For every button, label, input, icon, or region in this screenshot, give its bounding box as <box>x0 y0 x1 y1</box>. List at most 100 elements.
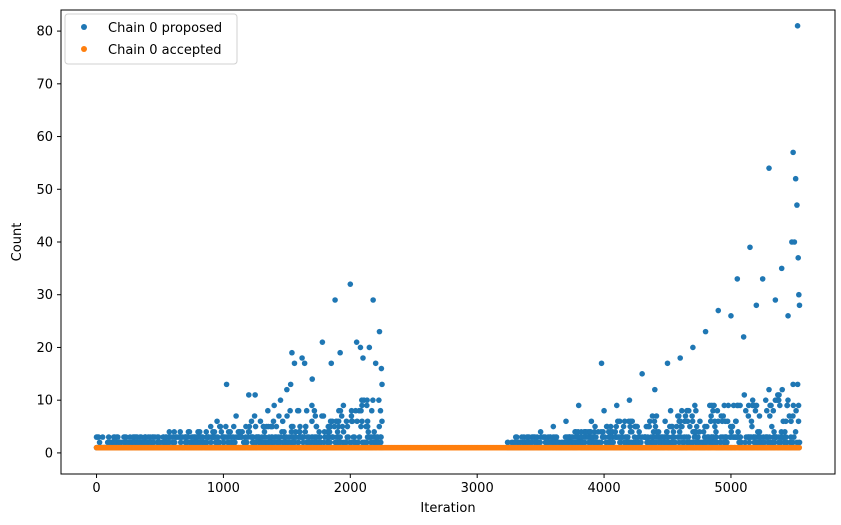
proposed-point <box>309 402 315 409</box>
legend-label-accepted: Chain 0 accepted <box>108 43 222 58</box>
proposed-point <box>639 371 645 377</box>
proposed-point <box>214 434 221 440</box>
proposed-point <box>779 386 786 393</box>
proposed-point <box>693 423 700 430</box>
proposed-point <box>351 434 358 440</box>
proposed-point <box>328 360 335 367</box>
proposed-point <box>629 429 635 435</box>
proposed-point <box>171 439 178 446</box>
proposed-point <box>710 407 716 414</box>
proposed-point <box>376 397 382 403</box>
proposed-point <box>745 413 752 419</box>
proposed-point <box>790 413 796 419</box>
proposed-point <box>513 434 520 440</box>
proposed-point <box>629 418 636 425</box>
proposed-point <box>713 429 719 435</box>
proposed-point <box>689 418 696 425</box>
proposed-point <box>157 439 163 446</box>
proposed-point <box>733 418 739 425</box>
proposed-point <box>592 423 598 430</box>
proposed-point <box>248 418 255 425</box>
proposed-point <box>348 413 355 419</box>
proposed-point <box>287 407 293 414</box>
x-axis-label: Iteration <box>420 501 475 516</box>
proposed-point <box>677 418 684 425</box>
proposed-point <box>753 402 760 409</box>
proposed-point <box>652 423 659 430</box>
proposed-point <box>223 381 230 388</box>
proposed-point <box>343 418 350 425</box>
proposed-point <box>171 429 178 435</box>
proposed-point <box>712 423 718 430</box>
proposed-point <box>697 418 703 425</box>
y-tick-label: 20 <box>36 341 53 356</box>
proposed-point <box>319 339 326 345</box>
proposed-point <box>621 418 628 425</box>
proposed-point <box>785 313 791 319</box>
proposed-point <box>776 392 782 398</box>
proposed-point <box>676 429 683 435</box>
proposed-point <box>669 423 676 430</box>
proposed-point <box>370 397 376 403</box>
proposed-point <box>357 344 364 351</box>
proposed-point <box>169 434 176 440</box>
proposed-point <box>363 439 370 446</box>
proposed-point <box>366 344 373 351</box>
proposed-point <box>207 423 214 430</box>
proposed-point <box>220 439 227 446</box>
proposed-point <box>339 423 346 430</box>
proposed-point <box>296 429 303 435</box>
proposed-point <box>737 434 743 440</box>
proposed-point <box>327 439 333 446</box>
proposed-point <box>309 376 316 382</box>
proposed-point <box>288 429 295 435</box>
proposed-point <box>793 407 799 414</box>
proposed-point <box>270 418 277 425</box>
proposed-point <box>626 397 633 403</box>
accepted-series <box>93 444 803 451</box>
proposed-point <box>735 429 741 435</box>
proposed-point <box>312 413 319 419</box>
proposed-point <box>616 418 623 425</box>
proposed-point <box>679 423 685 430</box>
proposed-point <box>770 407 777 414</box>
proposed-point <box>364 402 370 409</box>
proposed-point <box>365 429 372 435</box>
proposed-point <box>768 402 774 409</box>
y-tick-label: 80 <box>36 25 53 40</box>
proposed-point <box>685 434 692 440</box>
proposed-point <box>340 402 347 409</box>
proposed-point <box>177 429 184 435</box>
proposed-point <box>766 386 772 393</box>
proposed-point <box>785 397 791 403</box>
proposed-point <box>795 402 802 409</box>
proposed-point <box>358 407 364 414</box>
proposed-point <box>284 413 290 419</box>
proposed-point <box>553 434 560 440</box>
proposed-point <box>575 402 582 409</box>
proposed-point <box>368 407 375 414</box>
proposed-point <box>359 402 365 409</box>
proposed-point <box>715 418 721 425</box>
proposed-point <box>588 418 595 425</box>
proposed-point <box>724 418 731 425</box>
proposed-point <box>724 439 730 446</box>
proposed-point <box>749 423 755 430</box>
proposed-point <box>741 392 748 398</box>
proposed-point <box>186 429 193 435</box>
proposed-point <box>295 439 302 446</box>
proposed-point <box>794 381 801 388</box>
proposed-point <box>600 429 606 435</box>
proposed-point <box>269 423 276 430</box>
proposed-point <box>756 429 763 435</box>
proposed-point <box>794 202 800 208</box>
proposed-point <box>778 265 785 272</box>
proposed-point <box>702 328 709 335</box>
proposed-point <box>677 355 683 361</box>
proposed-point <box>227 429 233 435</box>
x-tick-label: 3000 <box>461 481 494 496</box>
proposed-point <box>766 165 772 171</box>
proposed-point <box>723 434 729 440</box>
y-tick-label: 40 <box>36 236 53 251</box>
proposed-point <box>752 407 759 414</box>
